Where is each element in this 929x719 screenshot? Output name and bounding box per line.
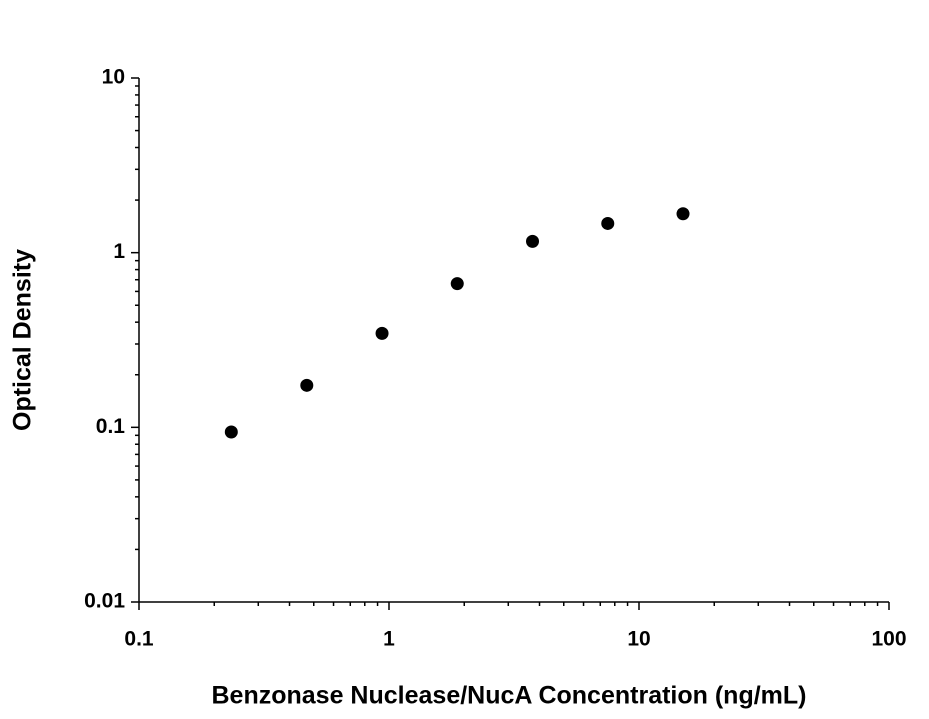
y-tick-label: 0.1	[96, 415, 126, 438]
x-tick-label: 1	[383, 628, 395, 651]
data-point	[224, 425, 238, 439]
y-axis-title: Optical Density	[9, 249, 37, 431]
data-point	[450, 277, 464, 291]
data-point	[676, 207, 690, 221]
data-point	[526, 234, 540, 248]
y-tick-label: 10	[102, 66, 125, 89]
data-point	[300, 378, 314, 392]
x-axis-title: Benzonase Nuclease/NucA Concentration (n…	[212, 682, 807, 710]
x-tick-label: 10	[627, 628, 650, 651]
y-tick-label: 1	[113, 240, 125, 263]
x-tick-label: 0.1	[124, 628, 154, 651]
data-point	[375, 326, 389, 340]
y-tick-label: 0.01	[84, 590, 125, 613]
data-point	[601, 216, 615, 230]
x-tick-label: 100	[871, 628, 906, 651]
